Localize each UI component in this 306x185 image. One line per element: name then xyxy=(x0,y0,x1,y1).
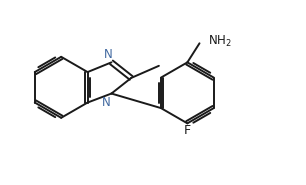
Text: N: N xyxy=(104,48,113,61)
Text: N: N xyxy=(102,96,110,109)
Text: NH$_2$: NH$_2$ xyxy=(208,34,232,49)
Text: F: F xyxy=(184,125,191,137)
